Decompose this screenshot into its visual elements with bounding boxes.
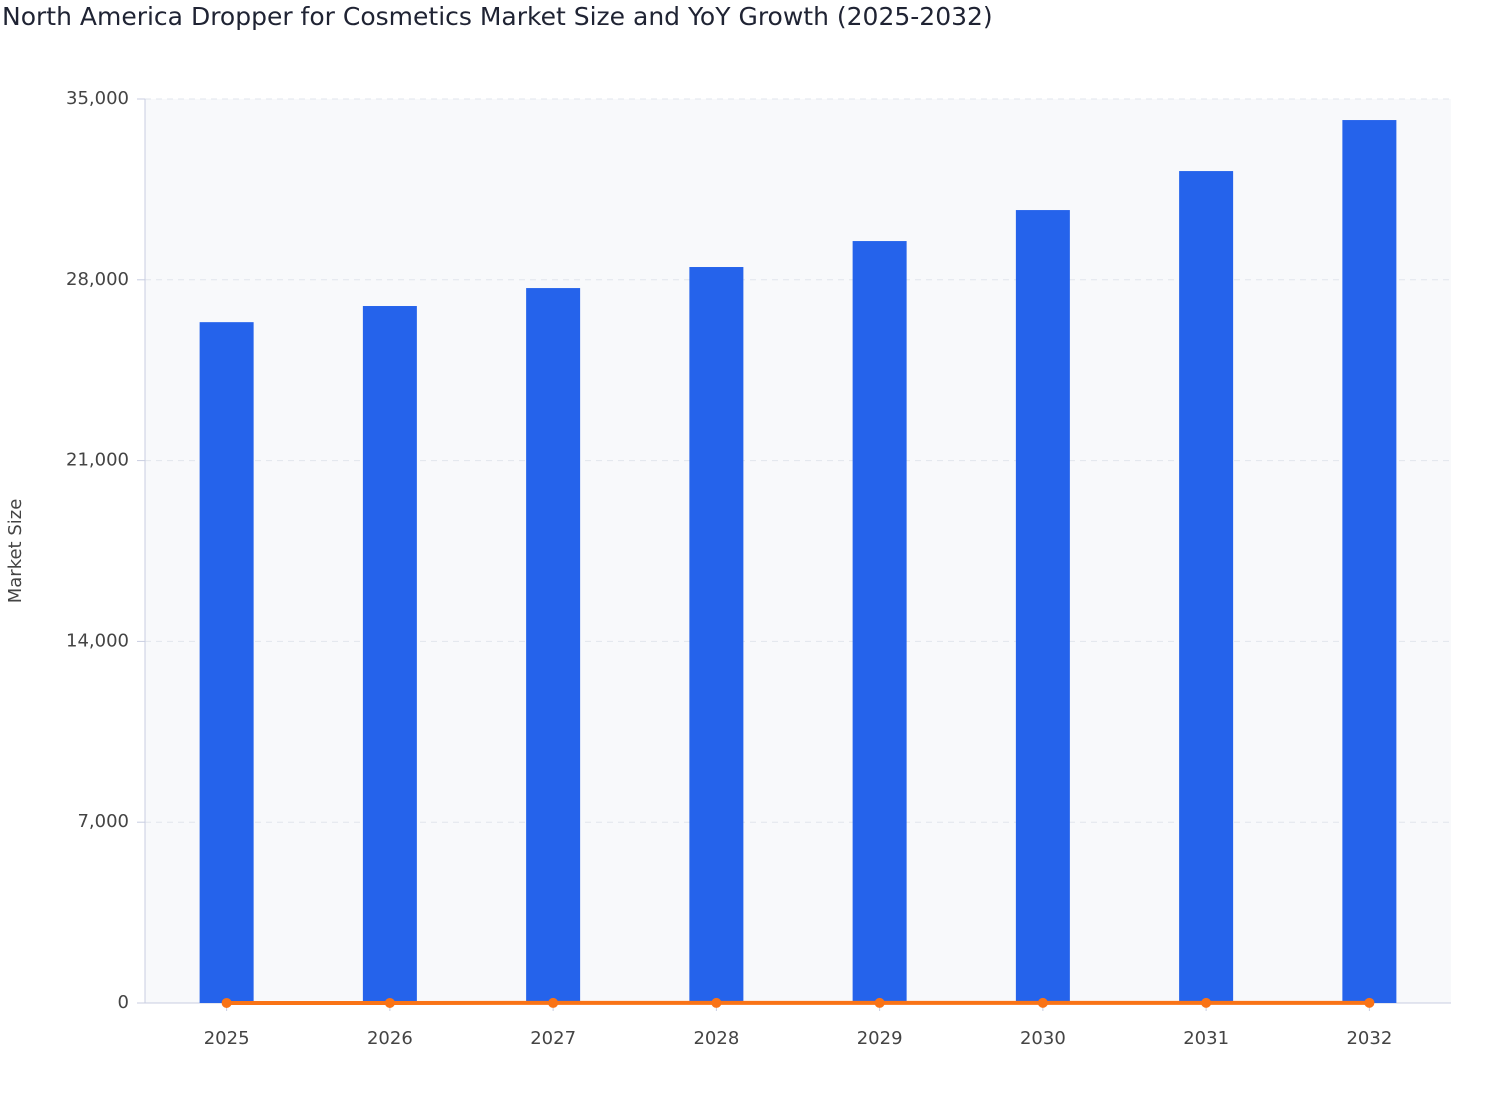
bar (1179, 171, 1234, 1004)
bar (1342, 120, 1397, 1003)
y-tick-label: 0 (118, 992, 129, 1013)
bar (199, 322, 254, 1004)
y-tick-label: 28,000 (66, 269, 129, 290)
x-tick-label: 2030 (1020, 1028, 1066, 1049)
y-tick-label: 35,000 (66, 88, 129, 109)
bar (526, 288, 581, 1003)
bar (689, 267, 744, 1003)
x-tick-label: 2031 (1183, 1028, 1229, 1049)
line-point (1364, 997, 1375, 1008)
y-tick-label: 14,000 (66, 630, 129, 651)
bar (1015, 210, 1070, 1003)
line-point (1037, 997, 1048, 1008)
line-point (384, 997, 395, 1008)
line-point (1201, 997, 1212, 1008)
bar (362, 306, 417, 1003)
line-point (874, 997, 885, 1008)
line-point (711, 997, 722, 1008)
line-point (221, 997, 232, 1008)
y-axis-label: Market Size (5, 499, 26, 604)
y-tick-label: 7,000 (77, 811, 129, 832)
x-tick-label: 2025 (204, 1028, 250, 1049)
x-tick-label: 2027 (530, 1028, 576, 1049)
x-tick-label: 2029 (857, 1028, 903, 1049)
chart-title: North America Dropper for Cosmetics Mark… (2, 2, 993, 31)
x-tick-label: 2026 (367, 1028, 413, 1049)
bar (852, 241, 907, 1004)
x-tick-label: 2032 (1346, 1028, 1392, 1049)
plot-background (145, 99, 1451, 1003)
line-point (548, 997, 559, 1008)
y-tick-label: 21,000 (66, 450, 129, 471)
x-tick-label: 2028 (693, 1028, 739, 1049)
